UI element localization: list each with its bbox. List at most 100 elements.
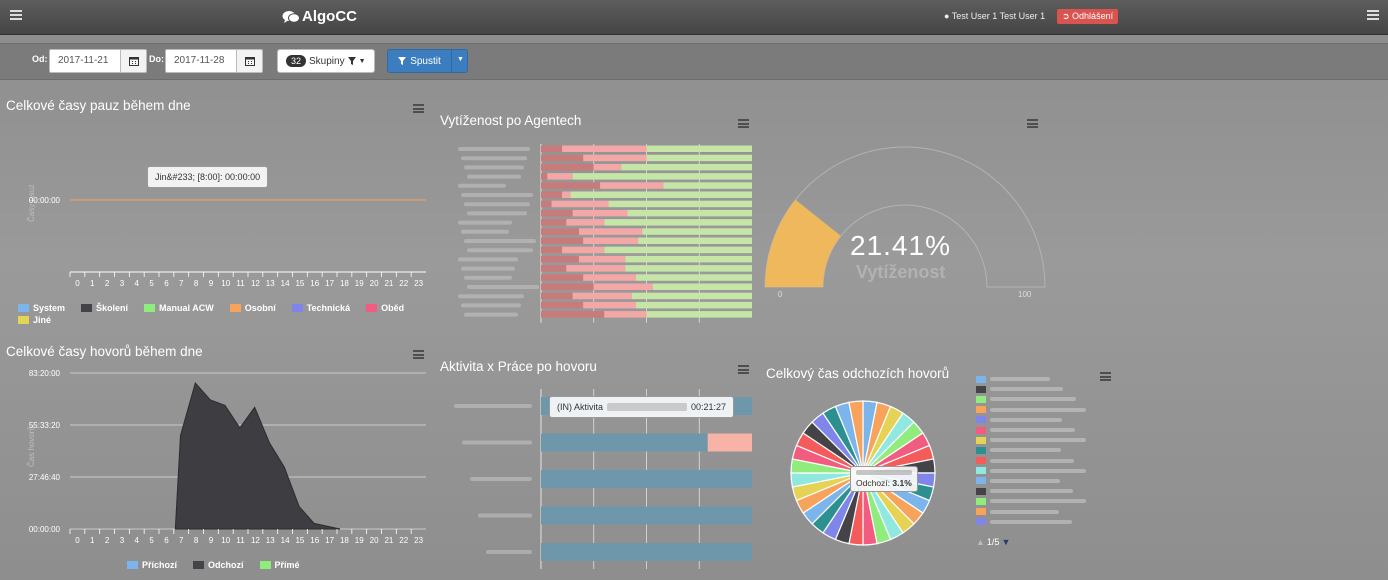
pager-down-icon[interactable]: ▼ xyxy=(1001,537,1011,547)
pause-chart-tooltip: Jin&#233; [8:00]: 00:00:00 xyxy=(147,166,269,188)
bar-segment xyxy=(562,145,647,152)
redacted-agent-label xyxy=(464,275,512,280)
pie-legend-item[interactable] xyxy=(976,425,1086,435)
user-menu[interactable]: ● Test User 1 Test User 1 xyxy=(944,11,1046,21)
from-calendar-button[interactable] xyxy=(120,49,147,73)
legend-item[interactable]: Příchozí xyxy=(127,560,177,570)
groups-dropdown[interactable]: 32 Skupiny ▼ xyxy=(277,49,375,73)
bar-segment xyxy=(593,283,653,290)
bar-segment xyxy=(541,246,563,254)
bar-segment xyxy=(541,200,552,208)
logout-button[interactable]: ➲ Odhlášení xyxy=(1057,9,1119,24)
pie-legend-item[interactable] xyxy=(976,415,1086,425)
legend-swatch xyxy=(193,561,205,569)
bar-segment xyxy=(541,311,605,318)
bar-segment xyxy=(541,255,579,263)
bar-segment xyxy=(583,274,636,281)
x-tick-label: 11 xyxy=(236,536,245,545)
tooltip-value: 00:21:27 xyxy=(691,402,727,412)
pie-legend-item[interactable] xyxy=(976,445,1086,455)
from-date-input[interactable]: 2017-11-21 xyxy=(49,49,121,73)
x-tick-label: 15 xyxy=(295,279,304,288)
pie-legend-item[interactable] xyxy=(976,374,1086,384)
x-tick-label: 6 xyxy=(164,536,169,545)
pie-legend-item[interactable] xyxy=(976,506,1086,516)
pie-legend-item[interactable] xyxy=(976,486,1086,496)
pie-legend-item[interactable] xyxy=(976,466,1086,476)
pause-chart-menu-icon[interactable] xyxy=(413,104,424,113)
legend-swatch xyxy=(18,316,29,324)
x-tick-label: 0 xyxy=(75,536,80,545)
legend-item[interactable]: Oběd xyxy=(366,303,404,313)
legend-swatch xyxy=(976,446,986,454)
x-tick-label: 3 xyxy=(120,536,125,545)
legend-swatch xyxy=(976,416,986,424)
legend-label: Osobní xyxy=(244,303,276,313)
activity-chart-menu-icon[interactable] xyxy=(738,365,749,374)
legend-item[interactable]: Osobní xyxy=(229,303,276,313)
legend-swatch xyxy=(81,304,93,312)
legend-label: Školení xyxy=(96,303,129,313)
to-date-input[interactable]: 2017-11-28 xyxy=(165,49,237,73)
bar-segment xyxy=(541,265,567,272)
legend-swatch xyxy=(976,508,986,516)
bar-segment xyxy=(541,543,752,561)
redacted-agent-label xyxy=(486,550,532,554)
pie-legend-item[interactable] xyxy=(976,496,1086,506)
outgoing-chart-menu-icon[interactable] xyxy=(1100,372,1111,381)
gauge-menu-icon[interactable] xyxy=(1027,119,1038,128)
bar-segment xyxy=(593,163,622,171)
pie-tooltip: Odchozí: 3.1% xyxy=(850,466,918,492)
legend-swatch xyxy=(976,436,986,444)
redacted-legend-label xyxy=(990,417,1062,422)
pie-legend-item[interactable] xyxy=(976,476,1086,486)
pie-slice xyxy=(848,400,864,474)
x-tick-label: 18 xyxy=(340,279,349,288)
pie-legend-item[interactable] xyxy=(976,517,1086,527)
to-label: Do: xyxy=(149,54,164,64)
redacted-agent-label xyxy=(467,211,527,216)
to-calendar-button[interactable] xyxy=(236,49,263,73)
menu-toggle-icon[interactable] xyxy=(10,10,22,20)
x-tick-label: 21 xyxy=(384,279,393,288)
redacted-legend-label xyxy=(990,428,1075,433)
calls-chart-menu-icon[interactable] xyxy=(413,350,424,359)
utilization-chart-menu-icon[interactable] xyxy=(738,119,749,128)
bar-segment xyxy=(583,301,636,309)
legend-swatch xyxy=(976,487,986,495)
x-tick-label: 16 xyxy=(310,279,319,288)
pager-up-icon[interactable]: ▲ xyxy=(976,537,985,547)
logout-label: Odhlášení xyxy=(1072,11,1114,21)
calls-chart-legend: Příchozí Odchozí Přímé xyxy=(127,560,427,570)
gauge-max: 100 xyxy=(1018,290,1032,299)
legend-item[interactable]: Školení xyxy=(81,303,128,313)
legend-item[interactable]: Jiné xyxy=(18,315,51,325)
bar-segment xyxy=(541,154,584,162)
pie-legend-item[interactable] xyxy=(976,435,1086,445)
run-options-dropdown[interactable]: ▼ xyxy=(451,49,468,73)
x-tick-label: 12 xyxy=(251,536,260,545)
right-menu-icon[interactable] xyxy=(1367,10,1379,20)
legend-item[interactable]: System xyxy=(18,303,65,313)
legend-swatch xyxy=(976,375,986,383)
brand-logo[interactable]: AlgoCC xyxy=(282,8,357,25)
redacted-agent-label xyxy=(461,303,521,308)
x-tick-label: 1 xyxy=(90,279,95,288)
pie-legend-item[interactable] xyxy=(976,405,1086,415)
bar-segment xyxy=(646,145,752,152)
bar-segment xyxy=(625,255,752,263)
legend-item[interactable]: Odchozí xyxy=(193,560,244,570)
calendar-icon xyxy=(245,57,255,66)
pie-legend-item[interactable] xyxy=(976,384,1086,394)
legend-swatch xyxy=(366,304,378,312)
pie-legend-item[interactable] xyxy=(976,456,1086,466)
run-button[interactable]: Spustit xyxy=(387,49,452,73)
pie-legend-item[interactable] xyxy=(976,394,1086,404)
legend-item[interactable]: Technická xyxy=(291,303,350,313)
legend-item[interactable]: Manual ACW xyxy=(144,303,214,313)
redacted-legend-label xyxy=(990,509,1059,514)
redacted-agent-label xyxy=(461,266,515,271)
legend-item[interactable]: Přímé xyxy=(259,560,300,570)
bar-segment xyxy=(652,283,752,290)
x-tick-label: 13 xyxy=(266,536,275,545)
